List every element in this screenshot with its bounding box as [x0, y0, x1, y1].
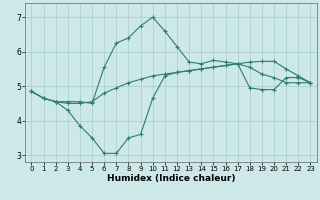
X-axis label: Humidex (Indice chaleur): Humidex (Indice chaleur)	[107, 174, 235, 183]
